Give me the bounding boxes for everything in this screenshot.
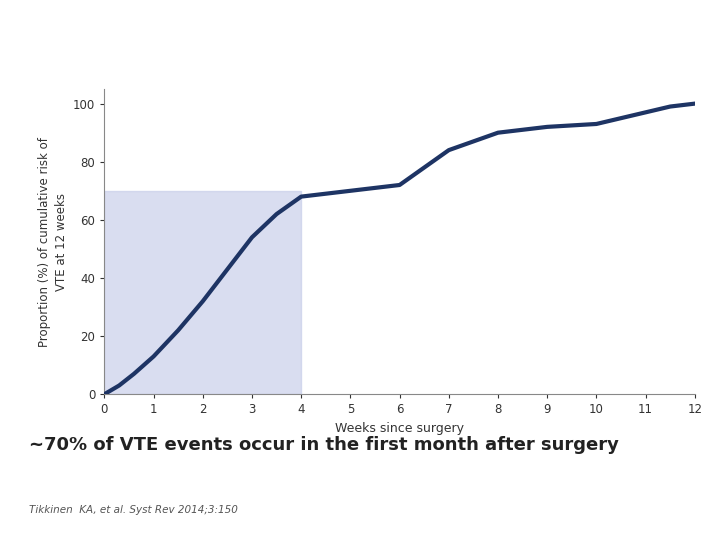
- Y-axis label: Proportion (%) of cumulative risk of
VTE at 12 weeks: Proportion (%) of cumulative risk of VTE…: [37, 137, 68, 347]
- Text: Tikkinen  KA, et al. Syst Rev 2014;3:150: Tikkinen KA, et al. Syst Rev 2014;3:150: [29, 505, 238, 515]
- Text: ~70% of VTE events occur in the first month after surgery: ~70% of VTE events occur in the first mo…: [29, 436, 618, 455]
- X-axis label: Weeks since surgery: Weeks since surgery: [335, 422, 464, 435]
- Text: Timing of VTE Following All Urologic Surgeries: Timing of VTE Following All Urologic Sur…: [32, 27, 688, 51]
